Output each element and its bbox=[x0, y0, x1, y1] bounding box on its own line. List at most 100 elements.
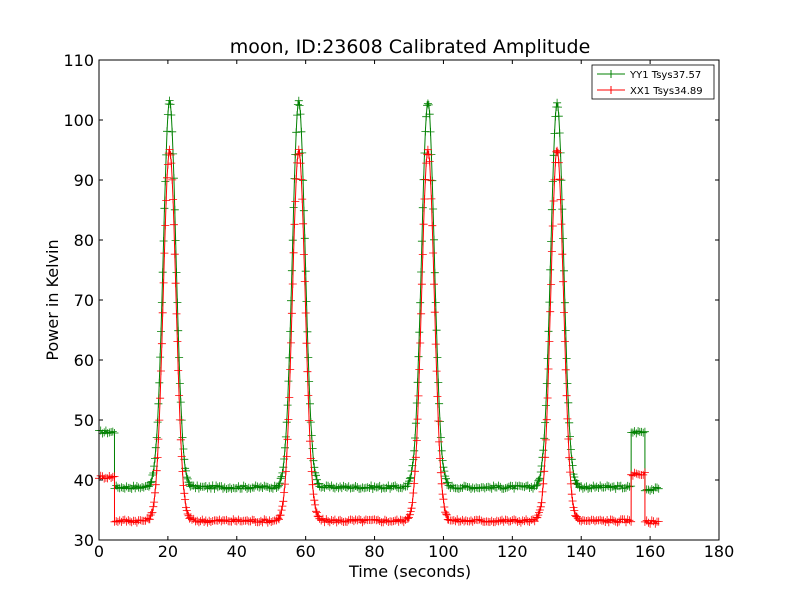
data-point bbox=[625, 516, 634, 525]
data-point bbox=[560, 337, 569, 346]
data-point bbox=[161, 221, 170, 230]
data-point bbox=[546, 307, 555, 316]
data-point bbox=[484, 482, 493, 491]
data-point bbox=[496, 482, 505, 491]
data-point bbox=[410, 479, 419, 488]
data-point bbox=[547, 280, 556, 289]
plot-area bbox=[95, 96, 663, 528]
data-point bbox=[548, 222, 557, 230]
data-point bbox=[171, 279, 180, 288]
data-point bbox=[499, 484, 508, 493]
data-point bbox=[406, 473, 415, 482]
data-point bbox=[200, 482, 209, 491]
data-point bbox=[298, 195, 307, 204]
data-point bbox=[310, 496, 319, 505]
data-point bbox=[518, 516, 527, 525]
data-point bbox=[126, 517, 134, 526]
data-point bbox=[306, 454, 315, 463]
y-tick-label: 60 bbox=[74, 351, 94, 370]
data-point bbox=[260, 515, 269, 524]
data-point bbox=[589, 481, 598, 490]
y-axis-title: Power in Kelvin bbox=[43, 239, 62, 360]
data-point bbox=[147, 477, 156, 486]
data-point bbox=[297, 175, 306, 184]
data-point bbox=[560, 266, 568, 275]
data-point bbox=[222, 515, 231, 524]
x-axis-title: Time (seconds) bbox=[348, 562, 471, 581]
data-point bbox=[384, 481, 393, 490]
y-tick-label: 110 bbox=[63, 51, 94, 70]
data-point bbox=[287, 338, 295, 347]
data-point bbox=[177, 452, 186, 461]
data-point bbox=[603, 481, 612, 490]
data-point bbox=[644, 485, 653, 494]
data-point bbox=[276, 511, 285, 520]
x-tick-label: 100 bbox=[428, 542, 459, 561]
data-point bbox=[274, 482, 283, 491]
data-point bbox=[277, 472, 286, 481]
y-tick-label: 30 bbox=[74, 531, 94, 550]
data-point bbox=[404, 514, 413, 523]
data-point bbox=[434, 417, 443, 425]
data-point bbox=[503, 483, 512, 492]
data-point bbox=[169, 174, 178, 183]
data-point bbox=[160, 249, 169, 258]
data-point bbox=[554, 148, 562, 157]
data-point bbox=[423, 150, 432, 159]
data-point bbox=[285, 353, 294, 362]
data-point bbox=[175, 415, 184, 424]
data-point bbox=[413, 415, 422, 424]
data-point bbox=[157, 367, 165, 375]
y-tick-label: 50 bbox=[74, 411, 94, 430]
data-point bbox=[387, 517, 396, 526]
data-point bbox=[433, 353, 442, 362]
data-point bbox=[304, 391, 313, 400]
data-point bbox=[108, 427, 117, 436]
data-point bbox=[552, 147, 561, 156]
data-point bbox=[564, 398, 573, 407]
legend-marker-xx1 bbox=[607, 86, 615, 94]
data-point bbox=[164, 149, 173, 158]
data-point bbox=[292, 175, 301, 183]
data-point bbox=[146, 478, 155, 487]
data-point bbox=[284, 415, 293, 424]
data-point bbox=[305, 377, 314, 386]
data-point bbox=[120, 484, 129, 493]
data-point bbox=[411, 467, 419, 476]
data-point bbox=[536, 468, 545, 476]
data-point bbox=[275, 515, 283, 524]
data-point bbox=[276, 474, 285, 483]
data-point bbox=[297, 127, 306, 136]
y-tick-label: 90 bbox=[74, 171, 94, 190]
data-point bbox=[518, 482, 527, 491]
data-point bbox=[487, 484, 496, 493]
data-point bbox=[429, 249, 438, 257]
data-point bbox=[217, 517, 226, 526]
data-point bbox=[544, 365, 553, 373]
data-point bbox=[152, 433, 161, 442]
data-point bbox=[389, 517, 398, 526]
data-point bbox=[168, 127, 177, 136]
data-point bbox=[306, 437, 314, 446]
data-point bbox=[553, 98, 562, 107]
data-point bbox=[627, 470, 636, 479]
data-point bbox=[234, 515, 243, 524]
data-point bbox=[557, 220, 566, 229]
data-point bbox=[285, 393, 294, 402]
data-point bbox=[176, 435, 185, 444]
data-point bbox=[329, 483, 338, 492]
data-point bbox=[139, 483, 148, 492]
data-point bbox=[563, 379, 572, 388]
data-point bbox=[554, 103, 562, 112]
data-point bbox=[415, 365, 424, 374]
data-point bbox=[300, 277, 309, 286]
data-point bbox=[613, 518, 622, 527]
data-point bbox=[127, 484, 136, 493]
data-point bbox=[281, 443, 289, 452]
data-point bbox=[179, 481, 188, 490]
data-point bbox=[153, 453, 162, 462]
data-point bbox=[541, 435, 550, 444]
data-point bbox=[560, 308, 568, 317]
data-point bbox=[427, 194, 436, 203]
data-point bbox=[559, 277, 568, 286]
